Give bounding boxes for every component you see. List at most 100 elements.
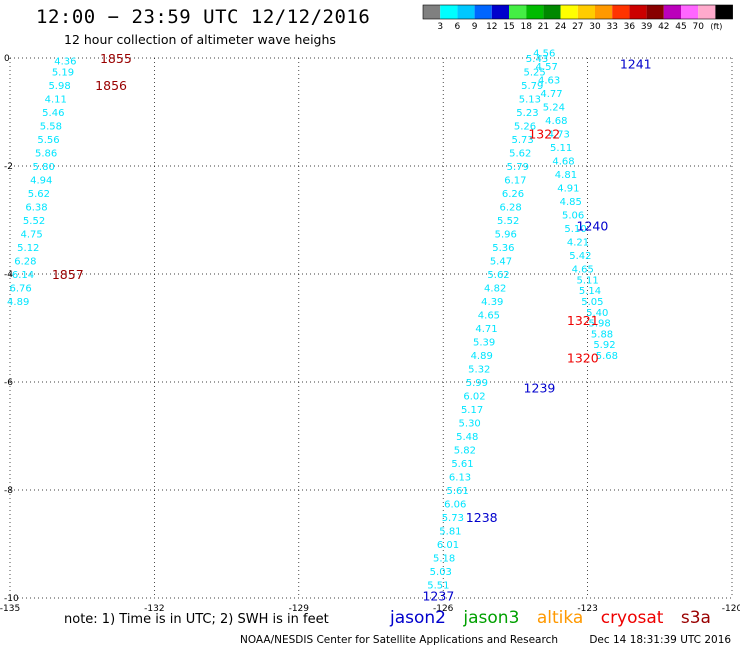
swh-data-label: 5.11 [550,143,572,154]
scale-swatch [698,5,716,19]
footer-source: NOAA/NESDIS Center for Satellite Applica… [240,634,558,646]
swh-data-label: 4.36 [54,57,76,68]
swh-data-label: 4.11 [45,95,67,106]
swh-data-label: 5.62 [509,149,531,160]
swh-data-label: 5.79 [521,81,543,92]
swh-data-label: 5.92 [593,340,615,351]
y-tick-label: -4 [4,270,13,280]
swh-data-label: 5.05 [581,297,603,308]
swh-data-label: 4.65 [478,311,500,322]
swh-data-label: 5.52 [23,216,45,227]
swh-data-label: 5.73 [511,135,533,146]
scale-swatch [646,5,664,19]
swh-data-label: 6.28 [499,203,521,214]
swh-data-label: 5.14 [579,286,601,297]
swh-data-label: 5.36 [492,243,514,254]
swh-data-label: 6.14 [12,270,34,281]
swh-data-label: 5.12 [17,243,39,254]
scale-frame [422,4,733,20]
legend-altika: altika [536,608,584,628]
swh-data-label: 5.06 [562,211,584,222]
units-note: note: 1) Time is in UTC; 2) SWH is in fe… [64,612,329,627]
scale-label: 30 [589,22,601,32]
swh-data-label: 5.18 [433,554,455,565]
legend-s3a: s3a [680,608,711,628]
swh-data-label: 5.98 [48,81,70,92]
swh-data-label: 5.26 [514,122,536,133]
x-tick-label: -135 [0,604,20,614]
swh-data-label: 4.56 [533,49,555,60]
swh-data-label: 5.73 [442,513,464,524]
time-label: 1321 [567,313,599,328]
time-label: 1238 [466,510,498,525]
swh-data-label: 4.68 [545,116,567,127]
time-label: 1856 [95,78,127,93]
swh-data-label: 5.58 [40,122,62,133]
scale-swatch [715,5,733,19]
scale-label: 9 [472,22,478,32]
swh-data-label: 5.32 [468,365,490,376]
swh-data-label: 4.39 [481,297,503,308]
scale-swatch [543,5,561,19]
swh-data-label: 4.91 [557,184,579,195]
swh-data-label: 5.30 [459,419,481,430]
scale-label: 18 [520,22,532,32]
scale-label: 42 [658,22,669,32]
swh-data-label: 4.81 [555,170,577,181]
swh-data-label: 4.71 [475,324,497,335]
satellite-legend: jason2 jason3 altika cryosat s3a [390,608,723,628]
swh-data-label: 4.75 [21,230,43,241]
swh-data-label: 4.21 [567,238,589,249]
swh-data-label: 5.10 [564,224,586,235]
swh-data-label: 5.39 [473,338,495,349]
x-tick-label: -120 [722,604,740,614]
time-label: 1241 [620,56,652,71]
scale-label: 3 [437,22,443,32]
swh-data-label: 5.79 [507,162,529,173]
x-tick-label: -129 [289,604,310,614]
swh-data-label: 4.63 [538,76,560,87]
scale-label: 6 [455,22,461,32]
scale-label: 70 [692,22,704,32]
swh-data-label: 6.76 [9,284,31,295]
swh-data-label: 5.25 [524,68,546,79]
swh-data-label: 5.47 [490,257,512,268]
swh-data-label: 5.48 [456,432,478,443]
swh-data-label: 6.28 [14,257,36,268]
scale-swatch [491,5,509,19]
time-label: 1855 [100,51,132,66]
swh-data-label: 4.89 [7,297,29,308]
swh-data-label: 4.89 [471,351,493,362]
scale-swatch [629,5,647,19]
scale-label: 39 [641,22,653,32]
swh-data-label: 6.02 [463,392,485,403]
time-label: 1320 [567,351,599,366]
swh-data-label: 4.65 [572,265,594,276]
swh-data-label: 5.96 [495,230,517,241]
swh-data-label: 4.94 [30,176,52,187]
scale-label: 12 [486,22,497,32]
swh-data-label: 6.17 [504,176,526,187]
y-tick-label: -8 [4,486,13,496]
scale-swatch [423,5,441,19]
y-tick-label: 0 [4,54,10,64]
swh-data-label: 5.80 [33,162,55,173]
swh-data-label: 5.19 [52,68,74,79]
legend-jason3: jason3 [463,608,520,628]
scale-label: 33 [606,22,617,32]
swh-data-label: 5.98 [589,319,611,330]
scale-swatch [526,5,544,19]
x-tick-label: -132 [144,604,164,614]
scale-swatch [612,5,630,19]
swh-data-label: 5.17 [461,405,483,416]
swh-data-label: 5.99 [466,378,488,389]
swh-data-label: 6.38 [25,203,47,214]
time-label: 1239 [524,380,556,395]
swh-data-label: 5.61 [451,459,473,470]
swh-data-label: 5.11 [576,275,598,286]
swh-data-label: 5.43 [526,54,548,65]
swh-data-label: 5.62 [487,270,509,281]
chart-subtitle: 12 hour collection of altimeter wave hei… [64,32,336,47]
legend-jason2: jason2 [390,608,446,628]
